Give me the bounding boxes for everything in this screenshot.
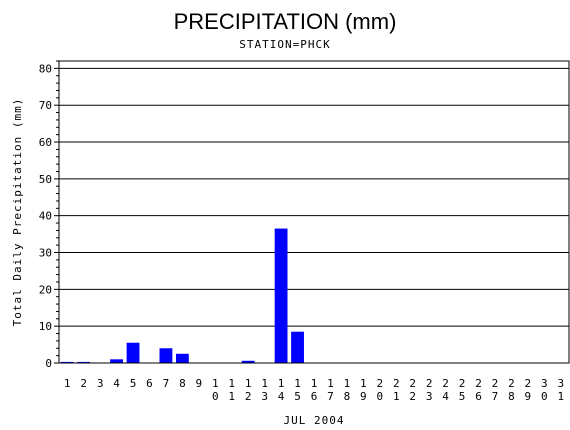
- x-tick-label-15: 1: [294, 377, 301, 390]
- x-tick-label-30: 0: [541, 390, 548, 403]
- x-tick-label-2: 2: [80, 377, 87, 390]
- x-tick-label-22: 2: [409, 377, 416, 390]
- x-tick-label-24: 2: [442, 377, 449, 390]
- x-tick-labels: 1 2 3 4 5 6 7 8 9 1011121314151617181920212223242…: [64, 377, 564, 403]
- bar-day-5: [126, 342, 140, 363]
- x-tick-label-24: 4: [442, 390, 449, 403]
- y-tick-label: 50: [39, 173, 52, 186]
- bar-day-7: [159, 348, 173, 363]
- y-tick-label: 0: [45, 357, 52, 370]
- gridlines: [59, 67, 569, 327]
- y-tick-label: 70: [39, 99, 52, 112]
- y-tick-label: 40: [39, 210, 52, 223]
- x-tick-label-18: 1: [344, 377, 351, 390]
- bar-day-8: [175, 353, 189, 363]
- bar-day-14: [274, 228, 288, 363]
- x-tick-label-16: 1: [311, 377, 318, 390]
- x-tick-label-30: 3: [541, 377, 548, 390]
- x-tick-label-12: 1: [245, 377, 252, 390]
- x-tick-label-6: 6: [146, 377, 153, 390]
- bar-day-12: [241, 360, 255, 363]
- x-tick-label-16: 6: [311, 390, 318, 403]
- x-axis-label: JUL 2004: [284, 414, 345, 427]
- x-tick-label-23: 2: [426, 377, 433, 390]
- y-tick-labels: 0 10 20 30 40 50 60 70 80: [39, 62, 59, 370]
- bar-day-2: [77, 361, 91, 363]
- x-tick-label-20: 2: [376, 377, 383, 390]
- x-tick-label-27: 2: [492, 377, 499, 390]
- x-tick-label-19: 9: [360, 390, 367, 403]
- x-tick-label-14: 1: [278, 377, 285, 390]
- x-tick-label-29: 9: [525, 390, 532, 403]
- y-tick-label: 80: [39, 62, 52, 75]
- x-tick-label-13: 1: [261, 377, 268, 390]
- x-tick-label-10: 0: [212, 390, 219, 403]
- y-tick-label: 30: [39, 247, 52, 260]
- y-tick-label: 20: [39, 283, 52, 296]
- bar-day-15: [291, 331, 304, 363]
- x-tick-label-31: 1: [557, 390, 564, 403]
- x-tick-label-28: 2: [508, 377, 515, 390]
- x-tick-label-11: 1: [228, 377, 235, 390]
- x-tick-label-31: 3: [557, 377, 564, 390]
- x-tick-label-28: 8: [508, 390, 515, 403]
- x-tick-label-25: 5: [459, 390, 466, 403]
- x-tick-label-23: 3: [426, 390, 433, 403]
- x-tick-label-5: 5: [130, 377, 137, 390]
- x-tick-label-3: 3: [97, 377, 104, 390]
- x-tick-label-9: 9: [196, 377, 203, 390]
- x-tick-label-27: 7: [492, 390, 499, 403]
- x-tick-label-20: 0: [376, 390, 383, 403]
- x-tick-label-17: 7: [327, 390, 334, 403]
- x-tick-label-26: 6: [475, 390, 482, 403]
- x-tick-label-17: 1: [327, 377, 334, 390]
- y-axis-label: Total Daily Precipitation (mm): [11, 98, 24, 327]
- x-tick-label-8: 8: [179, 377, 186, 390]
- x-tick-label-18: 8: [344, 390, 351, 403]
- y-tick-label: 60: [39, 136, 52, 149]
- bar-day-1: [60, 361, 74, 363]
- bar-day-4: [110, 359, 123, 363]
- y-minor-ticks: [56, 60, 59, 357]
- x-tick-label-26: 2: [475, 377, 482, 390]
- x-tick-label-12: 2: [245, 390, 252, 403]
- y-tick-label: 10: [39, 320, 52, 333]
- x-tick-label-21: 1: [393, 390, 400, 403]
- x-tick-label-13: 3: [261, 390, 268, 403]
- bars: [60, 228, 304, 363]
- x-tick-label-7: 7: [163, 377, 170, 390]
- x-tick-label-19: 1: [360, 377, 367, 390]
- x-tick-label-4: 4: [113, 377, 120, 390]
- chart-title: PRECIPITATION (mm): [174, 9, 397, 34]
- x-tick-label-15: 5: [294, 390, 301, 403]
- plot-frame: [58, 60, 570, 364]
- x-tick-label-21: 2: [393, 377, 400, 390]
- x-tick-label-10: 1: [212, 377, 219, 390]
- x-tick-label-22: 2: [409, 390, 416, 403]
- x-tick-label-29: 2: [525, 377, 532, 390]
- x-tick-label-25: 2: [459, 377, 466, 390]
- chart-subtitle: STATION=PHCK: [239, 38, 330, 51]
- x-tick-label-14: 4: [278, 390, 285, 403]
- x-tick-label-11: 1: [228, 390, 235, 403]
- x-tick-label-1: 1: [64, 377, 71, 390]
